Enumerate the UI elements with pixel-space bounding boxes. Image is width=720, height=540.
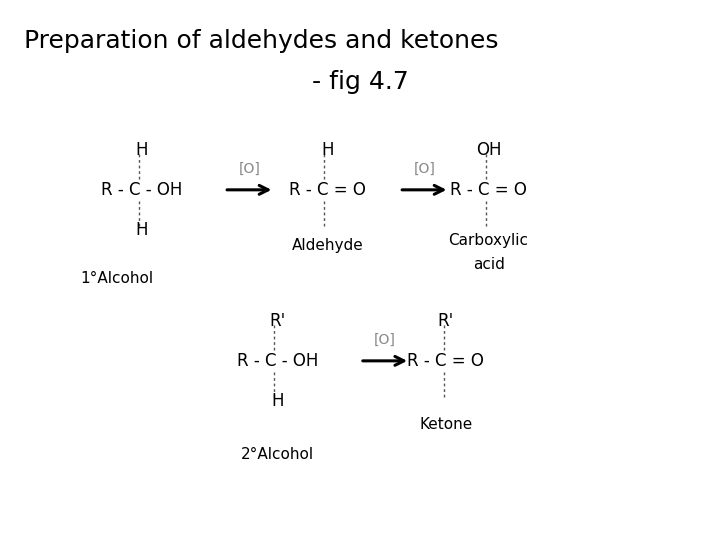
Text: Aldehyde: Aldehyde <box>292 239 364 253</box>
Text: R - C = O: R - C = O <box>450 181 527 199</box>
Text: [O]: [O] <box>374 333 396 347</box>
Text: 1°Alcohol: 1°Alcohol <box>81 271 153 286</box>
Text: H: H <box>322 141 334 159</box>
Text: H: H <box>271 392 284 410</box>
Text: H: H <box>136 141 148 159</box>
Text: R - C - OH: R - C - OH <box>237 352 318 370</box>
Text: R - C = O: R - C = O <box>408 352 484 370</box>
Text: R': R' <box>270 312 286 330</box>
Text: Preparation of aldehydes and ketones: Preparation of aldehydes and ketones <box>24 30 499 53</box>
Text: H: H <box>136 221 148 239</box>
Text: R - C = O: R - C = O <box>289 181 366 199</box>
Text: acid: acid <box>472 257 505 272</box>
Text: OH: OH <box>476 141 501 159</box>
Text: Carboxylic: Carboxylic <box>449 233 528 248</box>
Text: R': R' <box>438 312 454 330</box>
Text: [O]: [O] <box>238 161 260 176</box>
Text: R - C - OH: R - C - OH <box>102 181 183 199</box>
Text: 2°Alcohol: 2°Alcohol <box>241 447 315 462</box>
Text: - fig 4.7: - fig 4.7 <box>312 70 408 93</box>
Text: [O]: [O] <box>413 161 435 176</box>
Text: Ketone: Ketone <box>419 417 472 433</box>
